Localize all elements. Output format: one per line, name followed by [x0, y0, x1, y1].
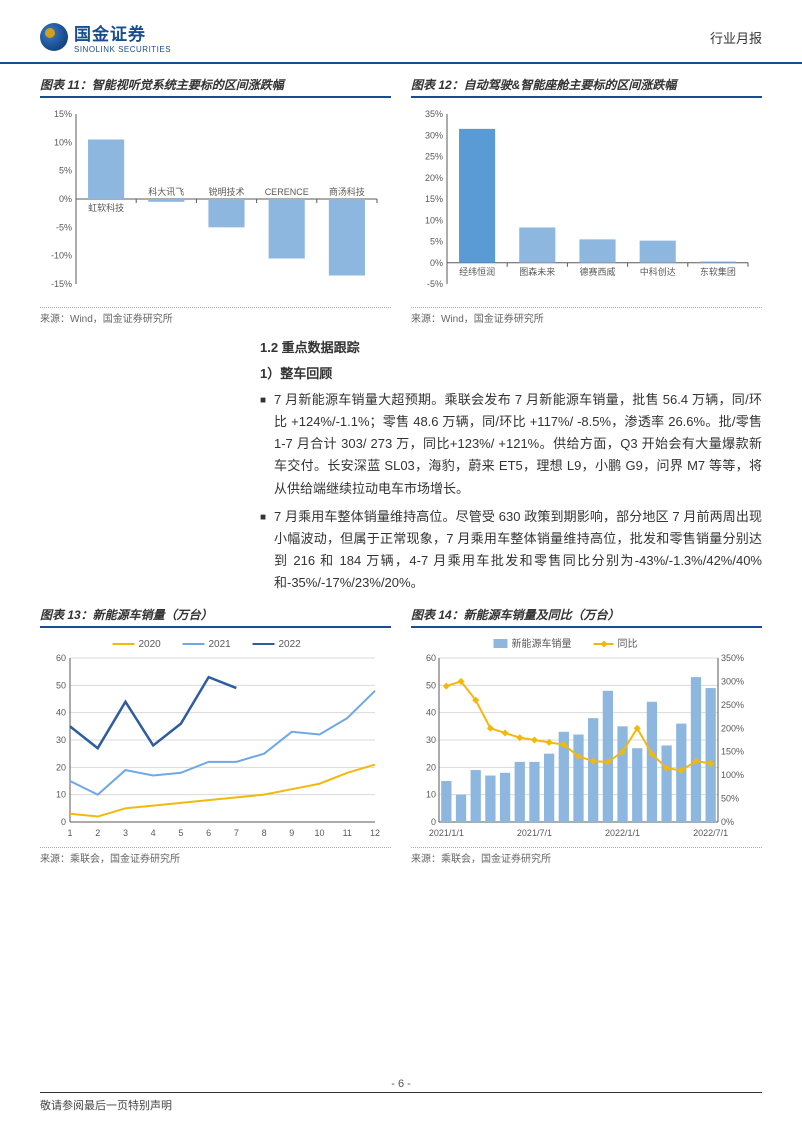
- svg-text:12: 12: [370, 828, 380, 838]
- svg-text:-15%: -15%: [51, 279, 72, 289]
- svg-text:10%: 10%: [54, 137, 72, 147]
- svg-text:5%: 5%: [59, 166, 72, 176]
- svg-text:40: 40: [426, 708, 436, 718]
- svg-text:2022/7/1: 2022/7/1: [693, 828, 728, 838]
- chart-13-source: 来源：乘联会，国金证券研究所: [40, 850, 391, 865]
- svg-text:CERENCE: CERENCE: [265, 187, 309, 197]
- svg-text:30: 30: [56, 735, 66, 745]
- para-1: 7 月新能源车销量大超预期。乘联会发布 7 月新能源车销量，批售 56.4 万辆…: [274, 389, 762, 499]
- footer: - 6 - 敬请参阅最后一页特别声明: [0, 1078, 802, 1113]
- chart-13-title: 图表 13：新能源车销量（万台）: [40, 606, 391, 628]
- svg-text:0%: 0%: [721, 817, 734, 827]
- svg-text:2020: 2020: [139, 639, 162, 650]
- chart-12-title: 图表 12：自动驾驶&智能座舱主要标的区间涨跌幅: [411, 76, 762, 98]
- svg-text:-5%: -5%: [56, 222, 72, 232]
- chart-14-svg: 0 10 20 30 40 50 60 0% 50% 100% 150% 200% 250% 300% 35…: [411, 632, 756, 842]
- svg-text:7: 7: [234, 828, 239, 838]
- svg-text:虹软科技: 虹软科技: [88, 202, 124, 213]
- svg-text:锐明技术: 锐明技术: [208, 186, 244, 197]
- chart-12-source: 来源：Wind，国金证券研究所: [411, 310, 762, 325]
- svg-text:60: 60: [426, 653, 436, 663]
- svg-text:10%: 10%: [425, 215, 443, 225]
- svg-text:50%: 50%: [721, 794, 739, 804]
- svg-text:30%: 30%: [425, 130, 443, 140]
- svg-text:11: 11: [343, 828, 352, 838]
- doc-type: 行业月报: [710, 28, 762, 47]
- page-number: - 6 -: [0, 1078, 802, 1090]
- chart-11-title: 图表 11：智能视听觉系统主要标的区间涨跌幅: [40, 76, 391, 98]
- svg-text:德赛西威: 德赛西威: [579, 266, 615, 277]
- svg-text:同比: 同比: [618, 638, 638, 650]
- section-title: 1.2 重点数据跟踪: [260, 337, 762, 359]
- svg-text:0%: 0%: [59, 194, 72, 204]
- svg-text:50: 50: [56, 680, 66, 690]
- svg-text:15%: 15%: [425, 194, 443, 204]
- svg-text:新能源车销量: 新能源车销量: [512, 637, 572, 650]
- svg-text:100%: 100%: [721, 770, 744, 780]
- logo-icon: [40, 23, 68, 51]
- svg-text:3: 3: [123, 828, 128, 838]
- svg-text:东软集团: 东软集团: [700, 266, 736, 277]
- chart-14: 图表 14：新能源车销量及同比（万台） 0 10 20 30 40 50 60 0% 50% 10…: [411, 606, 762, 865]
- svg-text:0%: 0%: [430, 258, 443, 268]
- svg-text:25%: 25%: [425, 152, 443, 162]
- svg-text:2021/7/1: 2021/7/1: [517, 828, 552, 838]
- svg-text:9: 9: [289, 828, 294, 838]
- chart-14-title: 图表 14：新能源车销量及同比（万台）: [411, 606, 762, 628]
- svg-text:-5%: -5%: [427, 279, 443, 289]
- svg-text:4: 4: [151, 828, 156, 838]
- chart-14-source: 来源：乘联会，国金证券研究所: [411, 850, 762, 865]
- chart-11-svg: -15% -10% -5% 0% 5% 10% 15% 虹软科技 科大讯飞 锐明技术 CERENCE…: [40, 102, 385, 302]
- svg-text:15%: 15%: [54, 109, 72, 119]
- svg-text:150%: 150%: [721, 747, 744, 757]
- disclaimer: 敬请参阅最后一页特别声明: [0, 1097, 802, 1113]
- svg-text:40: 40: [56, 708, 66, 718]
- svg-text:35%: 35%: [425, 109, 443, 119]
- svg-text:10: 10: [315, 828, 325, 838]
- svg-text:2021: 2021: [209, 639, 232, 650]
- chart-11: 图表 11：智能视听觉系统主要标的区间涨跌幅 -15% -10% -5% 0% 5% 10…: [40, 76, 391, 325]
- svg-text:20%: 20%: [425, 173, 443, 183]
- svg-text:30: 30: [426, 735, 436, 745]
- para-2: 7 月乘用车整体销量维持高位。尽管受 630 政策到期影响，部分地区 7 月前两…: [274, 506, 762, 594]
- svg-text:0: 0: [431, 817, 436, 827]
- chart-11-source: 来源：Wind，国金证券研究所: [40, 310, 391, 325]
- svg-text:5: 5: [178, 828, 183, 838]
- svg-text:图森未来: 图森未来: [519, 266, 555, 277]
- chart-12-svg: -5% 0% 5% 10% 15% 20% 25% 30% 35% 经纬恒润 图森未来 德赛西威 中科创…: [411, 102, 756, 302]
- brand-cn: 国金证券: [74, 20, 171, 45]
- svg-text:10: 10: [426, 790, 436, 800]
- svg-text:中科创达: 中科创达: [640, 266, 676, 277]
- svg-text:20: 20: [56, 762, 66, 772]
- svg-text:250%: 250%: [721, 700, 744, 710]
- chart-12: 图表 12：自动驾驶&智能座舱主要标的区间涨跌幅 -5% 0% 5% 10% 15% 20…: [411, 76, 762, 325]
- svg-text:1: 1: [67, 828, 72, 838]
- svg-text:350%: 350%: [721, 653, 744, 663]
- svg-text:0: 0: [61, 817, 66, 827]
- logo: 国金证券 SINOLINK SECURITIES: [40, 20, 171, 54]
- svg-text:经纬恒润: 经纬恒润: [459, 266, 495, 277]
- brand-en: SINOLINK SECURITIES: [74, 45, 171, 54]
- svg-text:2022: 2022: [279, 639, 302, 650]
- svg-text:商汤科技: 商汤科技: [329, 186, 365, 197]
- svg-text:2: 2: [95, 828, 100, 838]
- svg-text:2022/1/1: 2022/1/1: [605, 828, 640, 838]
- svg-text:6: 6: [206, 828, 211, 838]
- svg-text:-10%: -10%: [51, 251, 72, 261]
- chart-13-svg: 0102030405060123456789101112202020212022: [40, 632, 385, 842]
- body-text: 1.2 重点数据跟踪 1）整车回顾 7 月新能源车销量大超预期。乘联会发布 7 …: [260, 337, 762, 594]
- svg-text:5%: 5%: [430, 237, 443, 247]
- subsection-title: 1）整车回顾: [260, 363, 762, 385]
- svg-text:科大讯飞: 科大讯飞: [148, 186, 184, 197]
- svg-text:50: 50: [426, 680, 436, 690]
- svg-text:300%: 300%: [721, 676, 744, 686]
- svg-text:8: 8: [262, 828, 267, 838]
- page-header: 国金证券 SINOLINK SECURITIES 行业月报: [0, 0, 802, 64]
- svg-text:200%: 200%: [721, 723, 744, 733]
- svg-text:20: 20: [426, 762, 436, 772]
- svg-text:2021/1/1: 2021/1/1: [429, 828, 464, 838]
- svg-text:10: 10: [56, 790, 66, 800]
- chart-13: 图表 13：新能源车销量（万台） 01020304050601234567891…: [40, 606, 391, 865]
- svg-text:60: 60: [56, 653, 66, 663]
